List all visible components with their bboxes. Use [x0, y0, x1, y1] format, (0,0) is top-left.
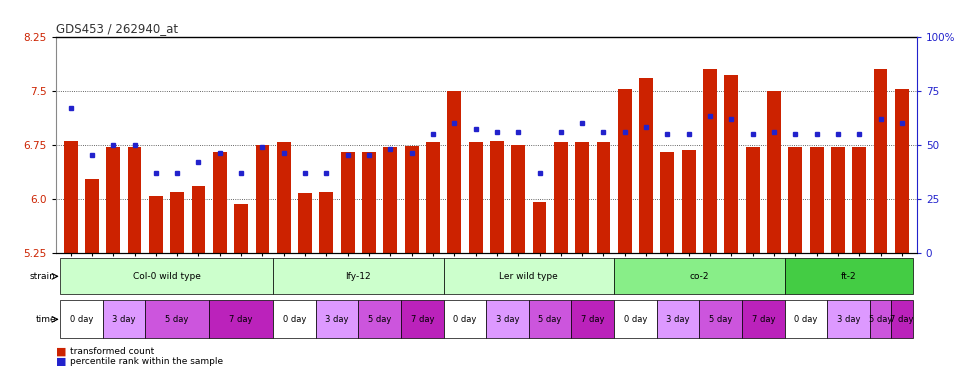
Text: Ler wild type: Ler wild type: [499, 272, 559, 281]
Bar: [891, 300, 913, 338]
Bar: [273, 258, 444, 294]
Bar: [895, 89, 909, 253]
Bar: [60, 258, 273, 294]
Bar: [107, 147, 120, 253]
Text: ■: ■: [56, 356, 66, 366]
Bar: [874, 69, 887, 253]
Text: 7 day: 7 day: [229, 315, 252, 324]
Bar: [444, 258, 614, 294]
Bar: [273, 300, 316, 338]
Bar: [447, 90, 461, 253]
Bar: [426, 142, 440, 253]
Bar: [614, 300, 657, 338]
Bar: [490, 141, 504, 253]
Bar: [657, 300, 700, 338]
Bar: [784, 258, 913, 294]
Bar: [213, 152, 227, 253]
Bar: [63, 141, 78, 253]
Bar: [234, 203, 248, 253]
Bar: [788, 147, 803, 253]
Text: Col-0 wild type: Col-0 wild type: [132, 272, 201, 281]
Bar: [784, 300, 828, 338]
Text: 0 day: 0 day: [794, 315, 818, 324]
Text: lfy-12: lfy-12: [346, 272, 372, 281]
Bar: [639, 78, 653, 253]
Bar: [358, 300, 401, 338]
Bar: [341, 153, 354, 253]
Bar: [192, 186, 205, 253]
Text: strain: strain: [30, 272, 56, 281]
Text: transformed count: transformed count: [70, 347, 155, 356]
Text: 3 day: 3 day: [112, 315, 135, 324]
Text: 3 day: 3 day: [495, 315, 519, 324]
Text: ft-2: ft-2: [841, 272, 856, 281]
Bar: [809, 147, 824, 253]
Text: 7 day: 7 day: [752, 315, 775, 324]
Text: 7 day: 7 day: [581, 315, 605, 324]
Text: ■: ■: [56, 346, 66, 356]
Text: 0 day: 0 day: [624, 315, 647, 324]
Bar: [128, 147, 141, 253]
Bar: [742, 300, 784, 338]
Bar: [401, 300, 444, 338]
Bar: [828, 300, 870, 338]
Text: 7 day: 7 day: [890, 315, 914, 324]
Bar: [383, 147, 397, 253]
Bar: [614, 258, 784, 294]
Bar: [276, 142, 291, 253]
Bar: [209, 300, 273, 338]
Text: percentile rank within the sample: percentile rank within the sample: [70, 357, 224, 366]
Bar: [362, 153, 376, 253]
Text: GDS453 / 262940_at: GDS453 / 262940_at: [56, 22, 178, 36]
Bar: [103, 300, 145, 338]
Bar: [320, 192, 333, 253]
Text: time: time: [36, 315, 56, 324]
Bar: [682, 150, 696, 253]
Bar: [767, 90, 780, 253]
Bar: [486, 300, 529, 338]
Bar: [870, 300, 891, 338]
Text: 5 day: 5 day: [869, 315, 892, 324]
Bar: [529, 300, 571, 338]
Text: 3 day: 3 day: [837, 315, 860, 324]
Bar: [405, 146, 419, 253]
Bar: [703, 69, 717, 253]
Bar: [618, 89, 632, 253]
Text: co-2: co-2: [689, 272, 709, 281]
Bar: [660, 152, 674, 253]
Bar: [575, 142, 589, 253]
Bar: [596, 142, 611, 253]
Text: 5 day: 5 day: [165, 315, 189, 324]
Bar: [170, 192, 184, 253]
Text: 3 day: 3 day: [666, 315, 690, 324]
Bar: [533, 202, 546, 253]
Bar: [145, 300, 209, 338]
Bar: [149, 197, 163, 253]
Bar: [255, 145, 270, 253]
Bar: [299, 193, 312, 253]
Bar: [316, 300, 358, 338]
Bar: [746, 147, 759, 253]
Bar: [554, 142, 567, 253]
Text: 5 day: 5 day: [539, 315, 562, 324]
Bar: [512, 145, 525, 253]
Bar: [725, 75, 738, 253]
Text: 5 day: 5 day: [368, 315, 392, 324]
Bar: [571, 300, 614, 338]
Text: 0 day: 0 day: [282, 315, 306, 324]
Text: 0 day: 0 day: [453, 315, 476, 324]
Bar: [852, 147, 866, 253]
Bar: [444, 300, 486, 338]
Bar: [831, 147, 845, 253]
Bar: [60, 300, 103, 338]
Text: 3 day: 3 day: [325, 315, 348, 324]
Text: 0 day: 0 day: [69, 315, 93, 324]
Bar: [468, 142, 483, 253]
Text: 5 day: 5 day: [709, 315, 732, 324]
Text: 7 day: 7 day: [411, 315, 434, 324]
Bar: [85, 179, 99, 253]
Bar: [700, 300, 742, 338]
